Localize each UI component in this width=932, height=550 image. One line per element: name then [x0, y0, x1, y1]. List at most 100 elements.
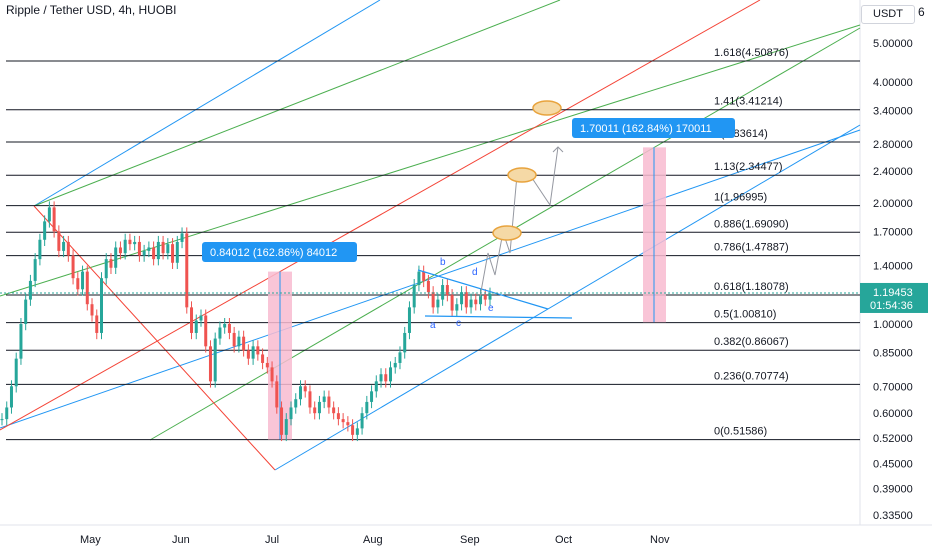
triangle-top — [417, 269, 549, 310]
candle-body — [393, 362, 397, 368]
candle-body — [47, 207, 51, 222]
candle-body — [441, 285, 445, 300]
candle-body — [455, 304, 459, 311]
candle-body — [43, 221, 47, 240]
fib-level-label: 1(1.96995) — [714, 192, 767, 204]
measure-label-2-bg — [572, 118, 735, 138]
x-tick-label: Jul — [265, 534, 279, 546]
candle-body — [464, 292, 468, 308]
candle-body — [488, 293, 492, 300]
candle-body — [52, 207, 56, 232]
fib-level-label: 0.236(0.70774) — [714, 370, 789, 382]
candle-body — [261, 354, 265, 363]
candle-body — [422, 271, 426, 281]
target-circle-2 — [507, 167, 537, 183]
channel-lower-blue — [0, 129, 861, 429]
channel-lower-blue-2 — [274, 124, 861, 471]
candle-body — [24, 299, 28, 324]
candle-body — [152, 247, 156, 260]
candle-body — [313, 407, 317, 414]
fib-level-label: 0.886(1.69090) — [714, 218, 789, 230]
candle-body — [109, 259, 113, 268]
candle-body — [223, 324, 227, 328]
candle-body — [142, 250, 146, 256]
candle-body — [28, 280, 32, 300]
candle-body — [81, 271, 85, 290]
chart-title: Ripple / Tether USD, 4h, HUOBI — [6, 3, 177, 17]
candle-body — [185, 233, 189, 308]
candle-body — [327, 396, 331, 408]
y-tick-label: 3.40000 — [873, 105, 913, 117]
fib-level-label: 0(0.51586) — [714, 426, 767, 438]
candle-body — [90, 304, 94, 316]
gear-icon[interactable]: 6 — [918, 5, 925, 19]
candle-body — [161, 241, 165, 254]
candle-body — [33, 259, 37, 281]
candle-body — [62, 241, 66, 251]
channel-upper-blue — [33, 0, 381, 207]
fib-level-label: 1.13(2.34477) — [714, 161, 783, 173]
fib-level-label: 1.41(3.41214) — [714, 96, 783, 108]
candle-body — [128, 239, 132, 245]
candle-body — [280, 407, 284, 435]
y-tick-label: 2.80000 — [873, 139, 913, 151]
candle-body — [180, 233, 184, 242]
pattern-label-c: c — [456, 318, 461, 329]
candle-body — [374, 381, 378, 392]
candle-body — [99, 278, 103, 333]
candle-body — [403, 332, 407, 353]
channel-median-red — [0, 0, 761, 431]
measure-label-1-bg — [202, 242, 357, 262]
pattern-label-a: a — [430, 320, 436, 331]
candle-body — [322, 396, 326, 402]
candle-body — [445, 285, 449, 296]
y-tick-label: 1.00000 — [873, 319, 913, 331]
y-tick-label: 0.85000 — [873, 347, 913, 359]
current-price-value: 1.19453 — [873, 287, 913, 299]
candle-body — [398, 352, 402, 363]
candle-body — [114, 247, 118, 268]
candle-body — [242, 336, 246, 351]
y-tick-label: 0.70000 — [873, 381, 913, 393]
candle-body — [227, 324, 231, 333]
y-tick-label: 0.45000 — [873, 458, 913, 470]
candle-body — [303, 386, 307, 392]
candle-body — [294, 399, 298, 408]
y-tick-label: 0.33500 — [873, 510, 913, 522]
candle-body — [0, 419, 4, 421]
y-tick-label: 4.00000 — [873, 77, 913, 89]
currency-selector-button[interactable]: USDT — [861, 5, 915, 24]
candle-body — [370, 391, 374, 402]
candle-body — [118, 247, 122, 254]
candle-body — [275, 381, 279, 408]
candle-body — [76, 278, 80, 290]
candle-body — [237, 336, 241, 347]
y-tick-label: 0.52000 — [873, 433, 913, 445]
channel-green-top — [33, 0, 561, 207]
candle-body — [66, 241, 70, 256]
candle-body — [317, 401, 321, 414]
x-tick-label: Jun — [172, 534, 190, 546]
y-tick-label: 1.70000 — [873, 226, 913, 238]
candle-body — [38, 239, 42, 260]
fib-level-label: 0.618(1.18078) — [714, 281, 789, 293]
candle-body — [218, 327, 222, 339]
candle-body — [417, 271, 421, 286]
candle-body — [483, 295, 487, 300]
candle-body — [298, 386, 302, 400]
candle-body — [479, 295, 483, 305]
candle-body — [104, 259, 108, 279]
candle-body — [232, 332, 236, 347]
candle-body — [156, 241, 160, 260]
candle-body — [265, 362, 269, 368]
y-tick-label: 0.39000 — [873, 483, 913, 495]
candle-body — [436, 299, 440, 308]
candle-body — [71, 255, 75, 279]
candle-body — [5, 407, 9, 420]
candle-body — [460, 292, 464, 305]
candle-body — [123, 239, 127, 254]
candle-body — [336, 413, 340, 420]
x-tick-label: May — [80, 534, 101, 546]
x-tick-label: Sep — [460, 534, 480, 546]
